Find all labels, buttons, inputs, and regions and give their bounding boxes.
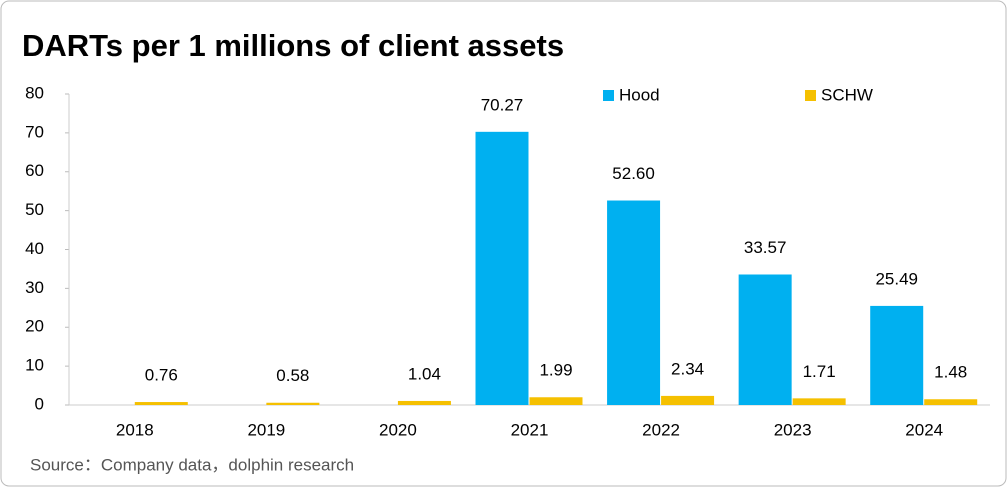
y-tick-label: 50 [25, 200, 44, 219]
x-tick-label: 2024 [905, 420, 943, 439]
bar [661, 395, 715, 405]
legend-label: Hood [619, 85, 660, 104]
data-label: 0.76 [145, 366, 178, 385]
data-label: 1.04 [408, 364, 441, 383]
data-label: 52.60 [612, 164, 655, 183]
y-tick-label: 0 [35, 394, 44, 413]
x-tick-label: 2023 [774, 420, 812, 439]
data-label: 1.48 [934, 363, 967, 382]
bar [134, 402, 188, 405]
bar [475, 131, 529, 405]
data-label: 33.57 [744, 238, 787, 257]
legend-label: SCHW [821, 85, 873, 104]
bar [792, 398, 846, 405]
source-note: Source：Company data，dolphin research [30, 455, 354, 474]
y-tick-label: 20 [25, 317, 44, 336]
y-tick-label: 40 [25, 239, 44, 258]
x-tick-label: 2022 [642, 420, 680, 439]
data-label: 1.99 [539, 361, 572, 380]
bar [924, 399, 978, 405]
y-tick-label: 80 [25, 83, 44, 102]
data-label: 0.58 [276, 366, 309, 385]
x-tick-label: 2019 [247, 420, 285, 439]
y-tick-label: 70 [25, 122, 44, 141]
bar [266, 402, 320, 405]
y-tick-label: 30 [25, 278, 44, 297]
chart-title: DARTs per 1 millions of client assets [22, 28, 564, 63]
bar [870, 305, 924, 405]
data-label: 1.71 [803, 362, 836, 381]
x-tick-label: 2018 [116, 420, 154, 439]
data-label: 25.49 [875, 269, 918, 288]
bar [397, 400, 451, 405]
data-label: 70.27 [481, 95, 524, 114]
y-tick-label: 10 [25, 356, 44, 375]
x-tick-label: 2021 [511, 420, 549, 439]
bar [607, 200, 661, 405]
y-tick-label: 60 [25, 161, 44, 180]
data-label: 2.34 [671, 359, 704, 378]
legend-swatch [805, 90, 816, 101]
x-tick-label: 2020 [379, 420, 417, 439]
bar [738, 274, 792, 405]
bar [529, 397, 583, 405]
legend-swatch [603, 90, 614, 101]
